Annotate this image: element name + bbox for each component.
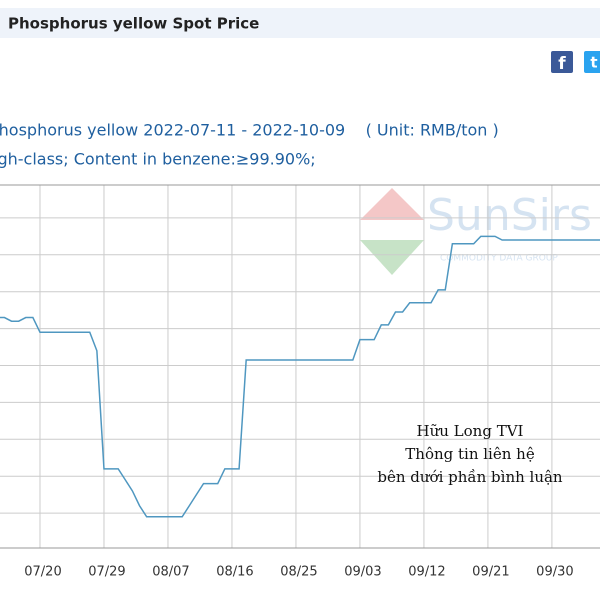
x-tick-label: 08/07	[152, 565, 189, 580]
x-tick-label: 07/29	[88, 565, 125, 580]
x-tick-label: 08/25	[280, 565, 317, 580]
annotation: Hữu Long TVI	[417, 422, 524, 440]
twitter-icon[interactable]: t	[584, 51, 600, 73]
watermark-tagline: COMMODITY DATA GROUP	[440, 254, 558, 264]
annotation: bên dưới phần bình luận	[377, 468, 563, 486]
header-title: Phosphorus yellow Spot Price	[8, 15, 259, 33]
watermark-brand: SunSirs	[427, 190, 592, 241]
annotation: Thông tin liên hệ	[405, 445, 535, 463]
chart-title: Phosphorus yellow 2022-07-11 - 2022-10-0…	[0, 121, 499, 140]
x-tick-label: 09/12	[408, 565, 445, 580]
x-tick-label: 08/16	[216, 565, 253, 580]
facebook-icon[interactable]: f	[551, 51, 573, 74]
x-tick-label: 09/03	[344, 565, 381, 580]
x-tick-label: 09/30	[536, 565, 573, 580]
watermark: SunSirs COMMODITY DATA GROUP	[360, 188, 592, 275]
price-line	[0, 235, 600, 518]
x-tick-label: 09/21	[472, 565, 509, 580]
chart-subtitle: High-class; Content in benzene:≥99.90%;	[0, 150, 316, 169]
svg-text:f: f	[558, 54, 566, 74]
header-bar	[0, 8, 600, 38]
svg-text:t: t	[590, 54, 597, 72]
x-tick-label: 07/20	[24, 565, 61, 580]
